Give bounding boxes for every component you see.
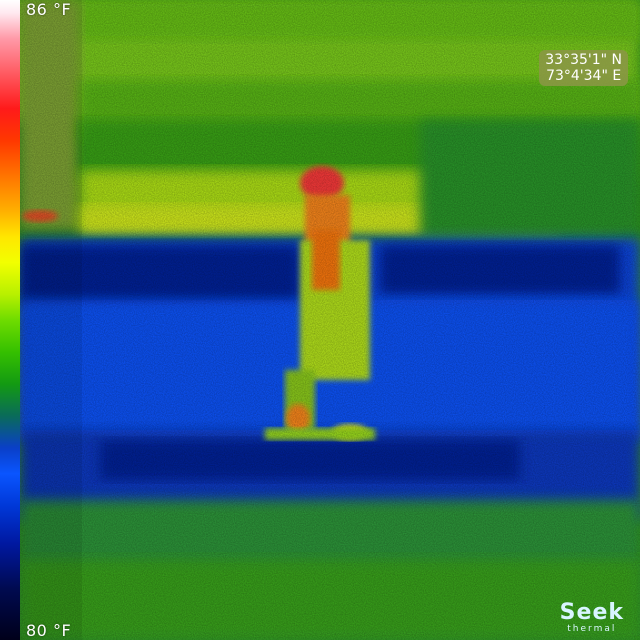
scale-min-label: 80 °F xyxy=(26,621,72,640)
scale-max-label: 86 °F xyxy=(26,0,72,19)
logo-sub: thermal xyxy=(567,624,617,634)
gps-longitude: 73°4'34" E xyxy=(546,68,622,84)
gps-coordinates-badge: 33°35'1" N 73°4'34" E xyxy=(539,50,628,86)
temperature-scale-bar xyxy=(0,0,20,640)
seek-thermal-logo: Seek thermal xyxy=(559,600,624,635)
logo-word: Seek xyxy=(559,600,624,625)
gps-latitude: 33°35'1" N xyxy=(545,52,622,68)
